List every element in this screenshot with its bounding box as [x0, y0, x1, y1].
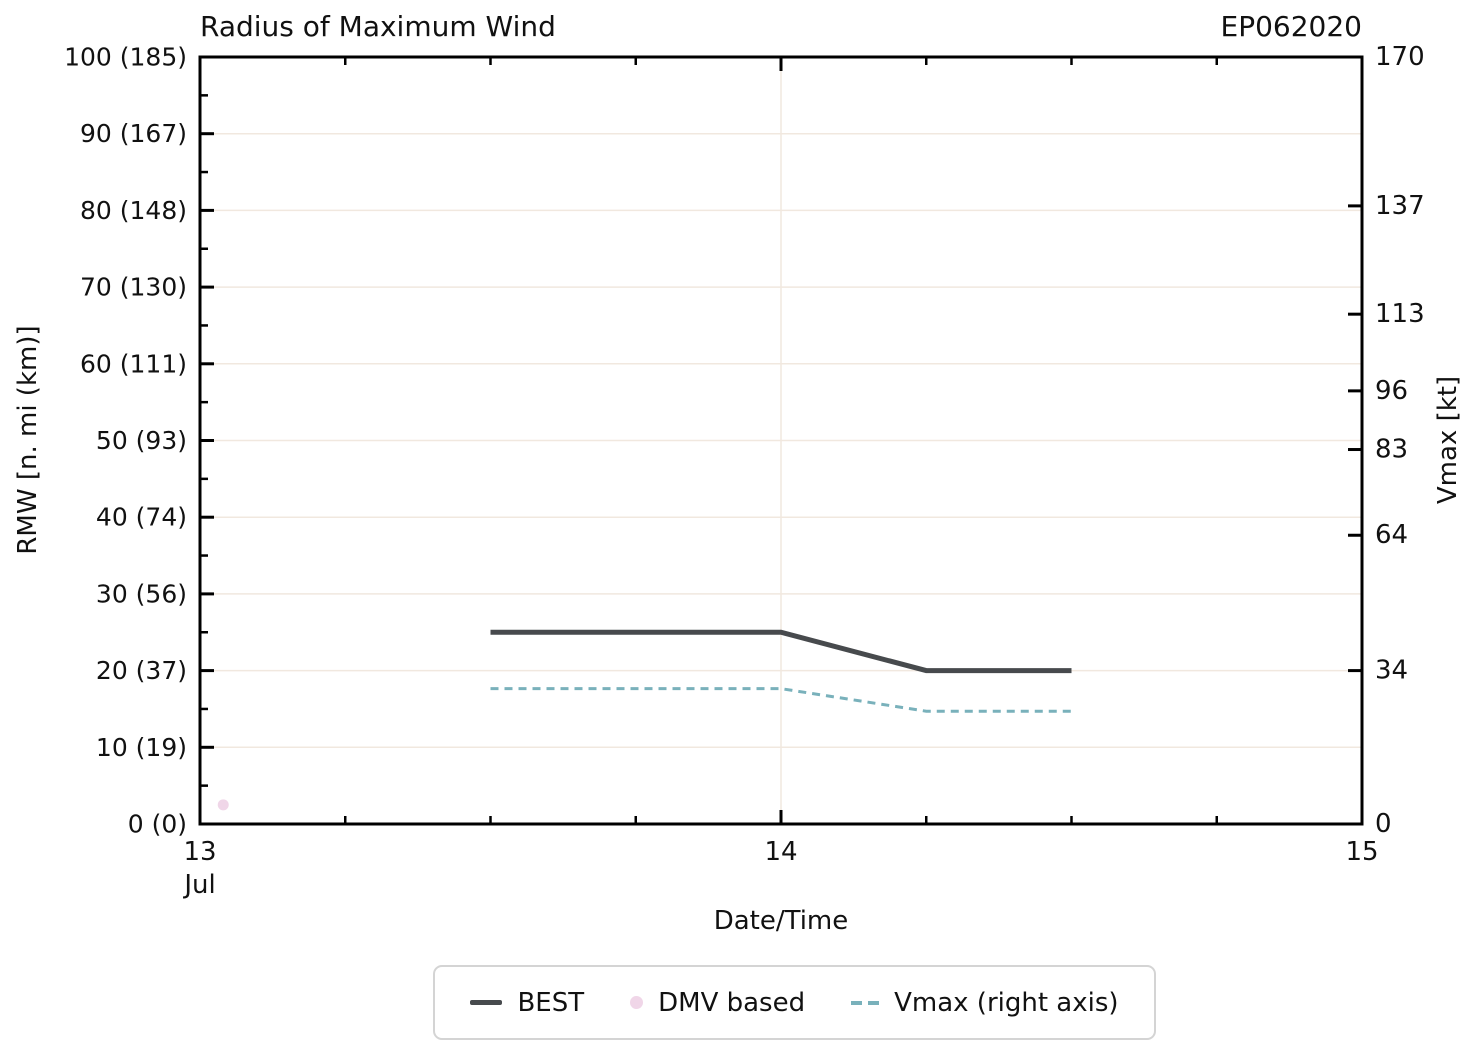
dmv-point	[217, 799, 229, 811]
legend-label-best: BEST	[517, 987, 585, 1018]
x-tick-label: 13	[183, 837, 216, 867]
y-right-tick-label: 96	[1375, 376, 1408, 406]
y-left-tick-label: 70 (130)	[80, 273, 187, 302]
legend-label-dmv: DMV based	[658, 987, 806, 1018]
y-right-tick-label: 64	[1375, 520, 1408, 550]
y-left-tick-label: 40 (74)	[96, 503, 187, 532]
x-axis-label: Date/Time	[713, 906, 849, 936]
best-line	[490, 629, 1072, 674]
x-tick-sublabel: Jul	[182, 870, 215, 900]
legend-label-vmax: Vmax (right axis)	[894, 987, 1119, 1018]
y-left-tick-label: 30 (56)	[96, 579, 187, 608]
storm-id: EP062020	[1220, 10, 1362, 43]
y-right-tick-label: 113	[1375, 299, 1425, 329]
y-left-tick-label: 100 (185)	[64, 43, 187, 72]
y-right-tick-label: 0	[1375, 809, 1392, 839]
y-left-tick-label: 50 (93)	[96, 426, 187, 455]
y-left-tick-label: 0 (0)	[128, 810, 187, 839]
y-axis-label-left: RMW [n. mi (km)]	[13, 325, 43, 555]
y-axis-label-right: Vmax [kt]	[1433, 375, 1463, 505]
x-tick-label: 15	[1345, 837, 1378, 867]
dmv-dot-swatch	[630, 996, 644, 1009]
legend-item-vmax: Vmax (right axis)	[851, 987, 1119, 1018]
vmax-dashes-swatch	[851, 1000, 880, 1005]
legend-item-dmv: DMV based	[630, 988, 805, 1018]
y-right-tick-label: 83	[1375, 435, 1408, 465]
legend-item-best: BEST	[470, 988, 584, 1018]
y-left-tick-label: 90 (167)	[80, 119, 187, 148]
x-tick-label: 14	[764, 837, 797, 867]
y-right-tick-label: 34	[1375, 656, 1408, 686]
y-left-tick-label: 20 (37)	[96, 656, 187, 685]
y-left-tick-label: 80 (148)	[80, 196, 187, 225]
legend: BEST DMV based Vmax (right axis)	[433, 965, 1156, 1040]
y-left-tick-label: 60 (111)	[80, 349, 187, 378]
y-right-tick-label: 137	[1375, 191, 1425, 221]
chart-title: Radius of Maximum Wind	[200, 10, 556, 43]
best-line-swatch	[470, 1000, 503, 1005]
y-left-tick-label: 10 (19)	[96, 733, 187, 762]
y-right-tick-label: 170	[1375, 42, 1425, 72]
